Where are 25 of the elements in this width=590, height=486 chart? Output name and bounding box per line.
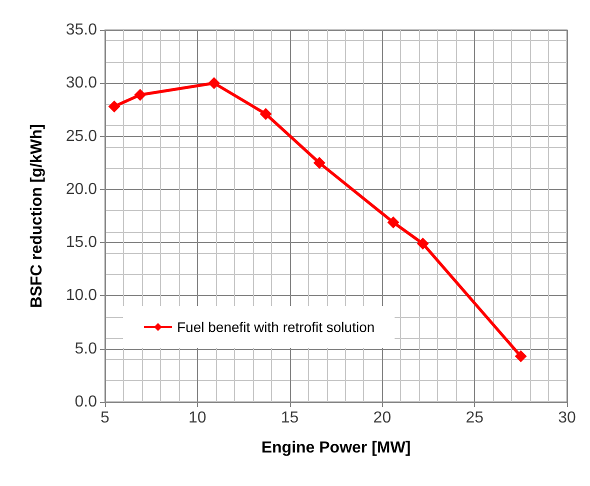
- y-axis-title: BSFC reduction [g/kWh]: [28, 124, 46, 308]
- x-tick-label: 5: [100, 410, 110, 426]
- y-tick-label: 35.0: [66, 22, 98, 38]
- x-tick-label: 25: [466, 410, 484, 426]
- x-tick-label: 30: [558, 410, 576, 426]
- point: [416, 238, 429, 250]
- point: [260, 108, 272, 120]
- y-tick-label: 20.0: [66, 180, 98, 198]
- y-tick-label: 15.0: [66, 234, 98, 252]
- point: [134, 88, 146, 101]
- point: [208, 77, 220, 90]
- y-tick-label: 30.0: [66, 74, 98, 92]
- y-tick-label: 10.0: [66, 287, 98, 304]
- point: [108, 100, 120, 113]
- point: [514, 350, 527, 362]
- y-tick-label: 5.0: [74, 340, 98, 358]
- point: [313, 156, 326, 169]
- point: [387, 216, 400, 228]
- x-tick-label: 15: [280, 410, 299, 426]
- y-tick-label: 0.0: [74, 394, 98, 410]
- y-tick-label: 25.0: [66, 128, 98, 145]
- legend-label: Fuel benefit with retrofit solution: [177, 319, 375, 335]
- x-tick-label: 20: [373, 410, 392, 426]
- x-tick-label: 10: [188, 410, 206, 426]
- x-axis-title: Engine Power [MW]: [261, 440, 411, 456]
